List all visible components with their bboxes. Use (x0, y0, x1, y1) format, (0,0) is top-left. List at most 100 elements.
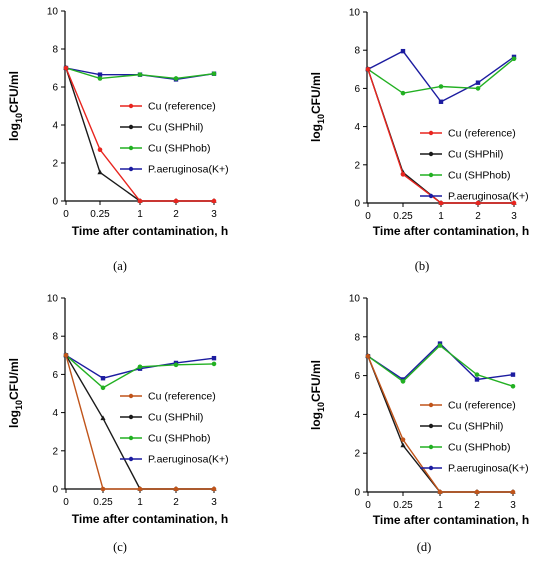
series-line (367, 342, 514, 381)
data-point (400, 48, 406, 54)
legend-label: Cu (reference) (448, 128, 516, 140)
legend-label: P.aeruginosa(K+) (448, 463, 529, 475)
x-tick-label: 1 (438, 211, 444, 222)
x-tick-label: 2 (173, 209, 179, 220)
legend-label: Cu (SHPhob) (448, 170, 510, 182)
y-tick-label: 10 (47, 7, 59, 18)
legend-label: Cu (SHPhil) (148, 122, 203, 134)
legend-marker (128, 124, 134, 130)
y-tick-label: 4 (354, 122, 360, 133)
chart-panel-d: 0 2 4 6 8 10 0 0.25 1 2 3 Time after contamination,… (309, 294, 529, 555)
panel-label: (c) (113, 540, 127, 554)
series-line (367, 344, 514, 387)
data-point (63, 65, 69, 71)
y-axis-title: log10CFU/ml (309, 72, 326, 142)
data-point (100, 415, 106, 421)
y-axis-title: log10CFU/ml (309, 360, 326, 430)
legend-marker (128, 414, 134, 420)
legend-marker (428, 130, 434, 136)
y-tick-label: 10 (349, 294, 361, 305)
data-point (137, 198, 143, 204)
y-tick-label: 10 (47, 294, 59, 305)
y-tick-label: 0 (52, 197, 58, 208)
data-point (173, 486, 179, 492)
x-tick-label: 0.25 (93, 497, 113, 508)
data-point (211, 361, 217, 367)
data-point (173, 362, 179, 368)
y-tick-label: 2 (52, 159, 58, 170)
data-point (438, 84, 444, 89)
y-tick-label: 2 (354, 160, 360, 171)
data-point (211, 355, 217, 361)
data-point (97, 76, 103, 81)
legend-marker (428, 193, 434, 199)
y-tick-label: 0 (52, 485, 58, 496)
data-point (475, 200, 481, 206)
data-point (438, 200, 444, 206)
x-axis-title: Time after contamination, h (72, 224, 228, 238)
x-tick-label: 0 (63, 497, 69, 508)
series-line (65, 67, 214, 202)
legend-marker (428, 151, 434, 157)
y-tick-label: 4 (52, 408, 58, 419)
legend-label: Cu (SHPhil) (448, 421, 503, 433)
legend-marker (428, 465, 434, 471)
data-point (510, 372, 516, 377)
data-point (211, 486, 217, 492)
y-tick-label: 2 (354, 449, 360, 460)
legend-marker (428, 172, 434, 178)
data-point (474, 489, 480, 495)
x-tick-label: 0 (365, 211, 371, 222)
x-tick-label: 2 (173, 497, 179, 508)
data-point (137, 72, 143, 77)
data-point (437, 489, 443, 495)
series-line (65, 354, 215, 389)
legend-label: P.aeruginosa(K+) (148, 454, 229, 466)
x-tick-label: 1 (437, 500, 443, 511)
data-point (365, 67, 371, 72)
legend-marker (428, 423, 434, 429)
data-point (100, 376, 106, 381)
y-tick-label: 8 (354, 46, 360, 57)
data-point (173, 76, 179, 81)
legend-label: Cu (SHPhil) (448, 149, 503, 161)
x-tick-label: 0.25 (393, 500, 413, 511)
x-tick-label: 0 (63, 209, 69, 220)
legend-label: Cu (SHPhob) (448, 442, 510, 454)
x-tick-label: 2 (475, 211, 481, 222)
data-point (400, 90, 406, 96)
panel-label: (b) (415, 259, 430, 273)
chart-panel-a: 0 2 4 6 8 10 0 0.25 1 2 3 Time after contamination,… (7, 7, 229, 274)
legend-marker (128, 166, 134, 172)
data-point (365, 353, 371, 359)
x-tick-label: 3 (211, 497, 217, 508)
x-tick-label: 1 (137, 497, 143, 508)
data-point (474, 372, 480, 377)
legend-marker (128, 456, 134, 462)
data-point (63, 353, 69, 358)
data-point (510, 383, 516, 389)
data-point (97, 169, 103, 175)
y-tick-label: 6 (354, 371, 360, 382)
y-tick-label: 6 (52, 83, 58, 94)
legend-marker (128, 393, 134, 399)
x-axis-title: Time after contamination, h (72, 512, 228, 526)
x-tick-label: 0.25 (393, 211, 413, 222)
x-tick-label: 1 (137, 209, 143, 220)
legend-label: Cu (reference) (148, 391, 216, 403)
chart-panel-c: 0 2 4 6 8 10 0 0.25 1 2 3 Time after contamination,… (7, 294, 229, 555)
data-point (510, 489, 516, 495)
legend-label: Cu (SHPhob) (148, 433, 210, 445)
chart-panel-b: 0 2 4 6 8 10 0 0.25 1 2 3 Time after contamination,… (309, 8, 529, 274)
data-point (437, 343, 443, 348)
data-point (475, 80, 481, 85)
y-tick-label: 0 (354, 199, 360, 210)
data-point (474, 377, 480, 382)
data-point (400, 379, 406, 384)
x-tick-label: 0 (365, 500, 371, 511)
y-tick-label: 0 (354, 488, 360, 499)
x-tick-label: 3 (511, 211, 517, 222)
y-tick-label: 2 (52, 446, 58, 457)
legend-marker (428, 402, 434, 408)
legend-label: Cu (reference) (148, 101, 216, 113)
